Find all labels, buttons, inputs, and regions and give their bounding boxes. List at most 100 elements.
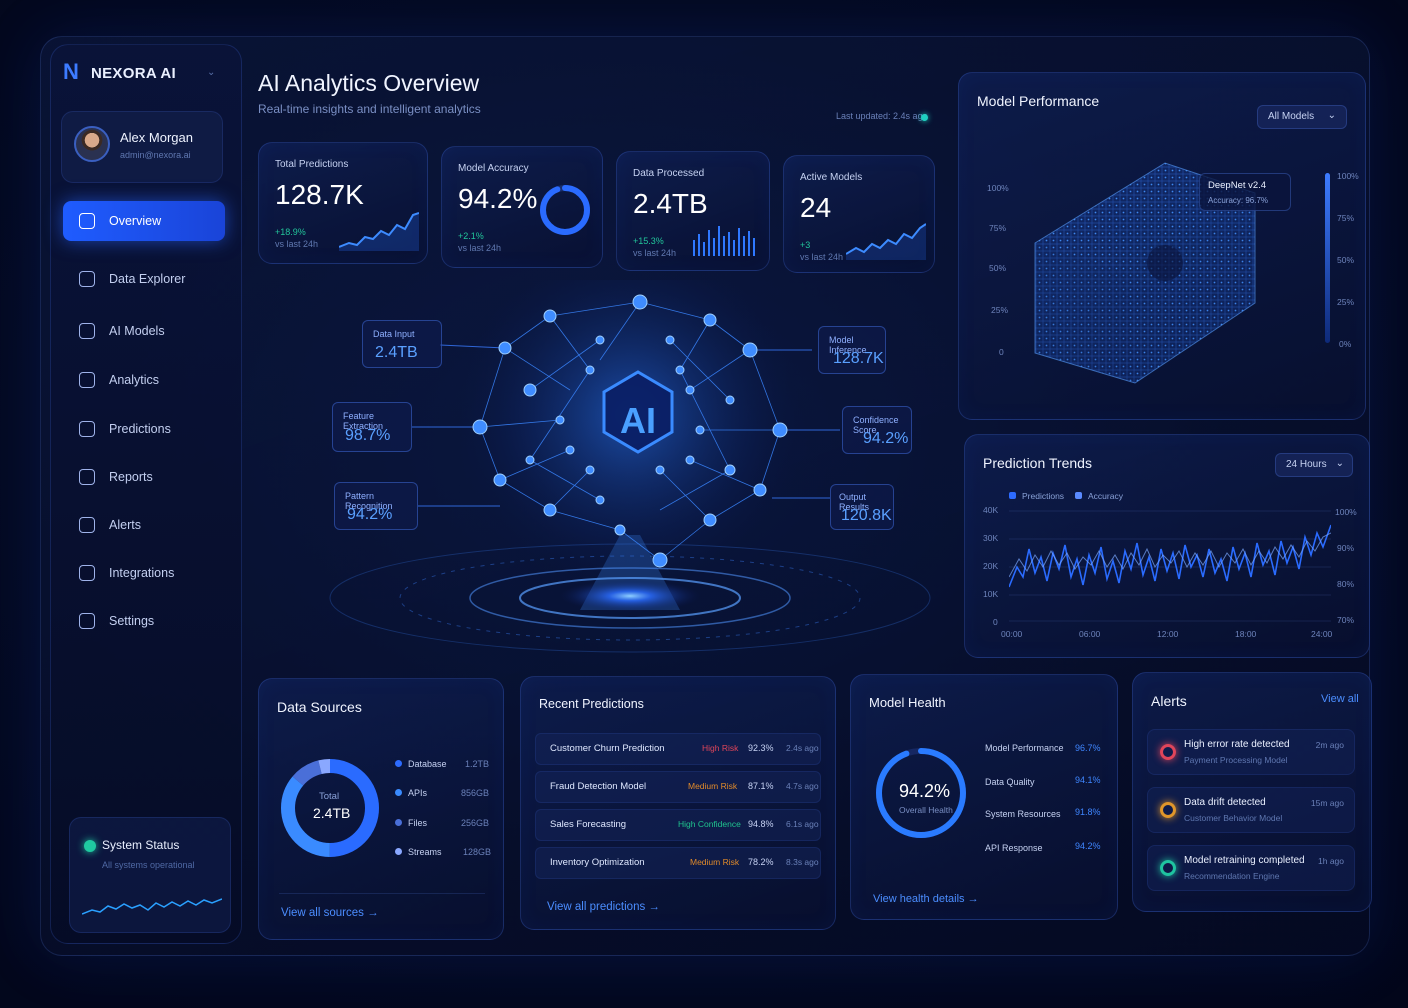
- sidebar-item-integrations[interactable]: Integrations: [63, 553, 225, 593]
- user-card[interactable]: Alex Morgan admin@nexora.ai: [61, 111, 223, 183]
- kpi-model-accuracy[interactable]: Model Accuracy 94.2% +2.1% vs last 24h: [441, 146, 603, 268]
- prediction-row[interactable]: Inventory Optimization Medium Risk 78.2%…: [535, 847, 821, 879]
- flow-confidence-score: Confidence Score 94.2%: [842, 406, 912, 454]
- sidebar-item-data-explorer[interactable]: Data Explorer: [63, 259, 225, 299]
- trend-range-select[interactable]: 24 Hours ⌄: [1275, 453, 1353, 477]
- sidebar-item-analytics[interactable]: Analytics: [63, 360, 225, 400]
- legend-label: Accuracy: [1088, 491, 1123, 501]
- panel-title: Recent Predictions: [539, 697, 644, 711]
- prediction-pct: 92.3%: [748, 743, 774, 753]
- y-left-tick: 20K: [983, 561, 999, 571]
- prediction-time: 4.7s ago: [786, 781, 819, 791]
- alerts-panel: Alerts View all High error rate detected…: [1132, 672, 1372, 912]
- view-all-sources-link[interactable]: View all sources →: [281, 907, 379, 919]
- alert-item[interactable]: High error rate detected Payment Process…: [1147, 729, 1355, 775]
- scale-tick: 100%: [1337, 171, 1359, 181]
- user-name: Alex Morgan: [120, 130, 193, 145]
- page-subtitle: Real-time insights and intelligent analy…: [258, 102, 481, 116]
- sidebar-item-settings[interactable]: Settings: [63, 601, 225, 641]
- y-right-tick: 90%: [1337, 543, 1355, 553]
- ai-hexagon-label: AI: [620, 400, 656, 441]
- kpi-total-predictions[interactable]: Total Predictions 128.7K +18.9% vs last …: [258, 142, 428, 264]
- prediction-risk: High Confidence: [678, 819, 741, 829]
- view-all-alerts-link[interactable]: View all: [1321, 693, 1359, 705]
- source-database: Database: [395, 759, 447, 769]
- alert-item[interactable]: Model retraining completed Recommendatio…: [1147, 845, 1355, 891]
- flow-value: 120.8K: [841, 507, 892, 524]
- live-indicator: [921, 114, 928, 121]
- scale-tick: 25%: [1337, 297, 1355, 307]
- flow-label: Confidence Score: [853, 415, 899, 435]
- alert-item[interactable]: Data drift detected Customer Behavior Mo…: [1147, 787, 1355, 833]
- kpi-data-processed[interactable]: Data Processed 2.4TB +15.3% vs last 24h: [616, 151, 770, 271]
- kpi-label: Data Processed: [633, 168, 705, 179]
- avatar: [74, 126, 110, 162]
- chevron-down-icon[interactable]: ⌄: [207, 67, 216, 78]
- database-icon: [79, 271, 95, 287]
- prediction-row[interactable]: Customer Churn Prediction High Risk 92.3…: [535, 733, 821, 765]
- kpi-delta: +15.3%: [633, 236, 664, 246]
- sidebar-item-label: Analytics: [109, 373, 160, 387]
- predictions-icon: [79, 421, 95, 437]
- recent-predictions-panel: Recent Predictions Customer Churn Predic…: [520, 676, 836, 930]
- flow-value: 94.2%: [863, 430, 909, 447]
- sidebar-item-predictions[interactable]: Predictions: [63, 409, 225, 449]
- view-all-predictions-link[interactable]: View all predictions →: [547, 901, 660, 913]
- sidebar-item-overview[interactable]: Overview: [63, 201, 225, 241]
- alert-title: Model retraining completed: [1184, 855, 1305, 866]
- prediction-row[interactable]: Fraud Detection Model Medium Risk 87.1% …: [535, 771, 821, 803]
- kpi-delta: +2.1%: [458, 231, 484, 241]
- select-value: 24 Hours: [1286, 459, 1327, 470]
- sidebar-item-reports[interactable]: Reports: [63, 457, 225, 497]
- legend-swatch: [395, 848, 402, 855]
- source-name: Database: [408, 759, 447, 769]
- prediction-row[interactable]: Sales Forecasting High Confidence 94.8% …: [535, 809, 821, 841]
- kpi-delta: +18.9%: [275, 227, 306, 237]
- legend-label: Predictions: [1022, 491, 1065, 501]
- alert-time: 1h ago: [1318, 856, 1344, 866]
- health-metric-name: API Response: [985, 843, 1043, 853]
- error-alert-icon: [1160, 744, 1176, 760]
- flow-label: Data Input: [373, 329, 415, 339]
- health-metric-value: 94.2%: [1075, 841, 1101, 851]
- health-metric-name: System Resources: [985, 809, 1061, 819]
- sidebar-item-ai-models[interactable]: AI Models: [63, 311, 225, 351]
- overview-icon: [79, 213, 95, 229]
- flow-data-input: Data Input 2.4TB: [362, 320, 442, 368]
- system-status-sparkline: [82, 898, 222, 915]
- scale-tick: 0%: [1339, 339, 1352, 349]
- model-tooltip: DeepNet v2.4 Accuracy: 96.7%: [1199, 173, 1291, 211]
- system-status-title: System Status: [102, 838, 180, 852]
- x-tick: 18:00: [1235, 629, 1257, 639]
- y-left-tick: 10K: [983, 589, 999, 599]
- donut-center-value: 2.4TB: [313, 805, 351, 821]
- view-health-details-link[interactable]: View health details →: [873, 893, 979, 905]
- alert-title: High error rate detected: [1184, 739, 1290, 750]
- y-tick: 100%: [987, 183, 1009, 193]
- kpi-bars: [693, 226, 755, 256]
- sidebar-item-label: Overview: [109, 214, 162, 228]
- gear-icon: [79, 613, 95, 629]
- analytics-icon: [79, 372, 95, 388]
- x-tick: 00:00: [1001, 629, 1023, 639]
- source-value: 1.2TB: [465, 759, 490, 769]
- legend-swatch: [1075, 492, 1082, 499]
- prediction-time: 2.4s ago: [786, 743, 819, 753]
- model-icon: [79, 323, 95, 339]
- legend-swatch: [395, 760, 402, 767]
- chevron-down-icon: ⌄: [1327, 110, 1336, 121]
- kpi-active-models[interactable]: Active Models 24 +3 vs last 24h: [783, 155, 935, 273]
- flow-value: 94.2%: [347, 506, 393, 523]
- kpi-sparkline: [846, 223, 926, 260]
- prediction-name: Inventory Optimization: [550, 857, 645, 868]
- reports-icon: [79, 469, 95, 485]
- sidebar-item-label: Reports: [109, 470, 153, 484]
- kpi-value: 128.7K: [275, 179, 364, 210]
- health-metric-name: Data Quality: [985, 777, 1035, 787]
- model-filter-select[interactable]: All Models ⌄: [1257, 105, 1347, 129]
- y-right-tick: 80%: [1337, 579, 1355, 589]
- prediction-pct: 87.1%: [748, 781, 774, 791]
- y-tick: 50%: [989, 263, 1007, 273]
- kpi-label: Active Models: [800, 172, 863, 183]
- sidebar-item-alerts[interactable]: Alerts: [63, 505, 225, 545]
